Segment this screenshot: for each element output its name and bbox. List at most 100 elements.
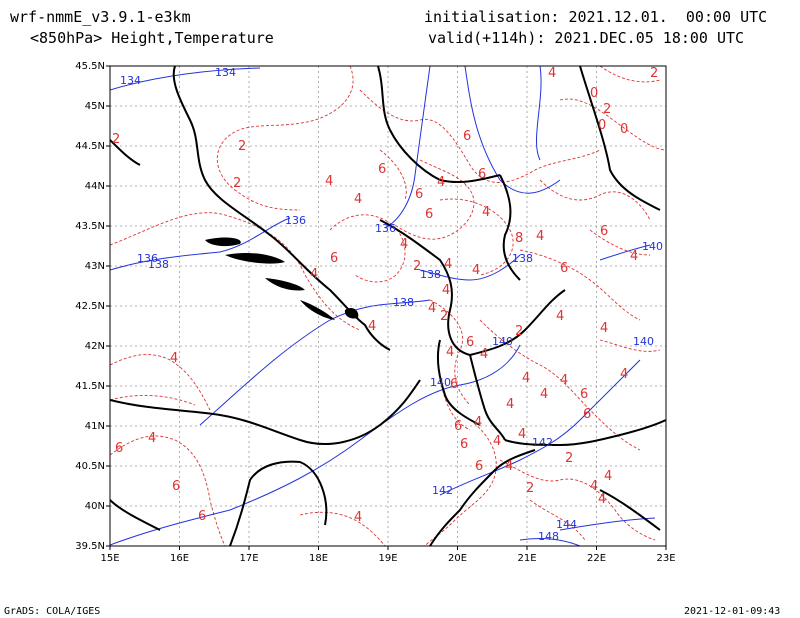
temperature-label: 6 — [198, 509, 206, 524]
temperature-label: 4 — [354, 192, 362, 207]
temperature-label: 2 — [515, 324, 523, 339]
height-label: 136 — [137, 252, 158, 265]
axis-tick-labels: 15E 16E 17E 18E 19E 20E 21E 22E 23E 45.5N 45N 44.5N… — [75, 61, 675, 564]
temperature-label: 0 — [598, 118, 606, 133]
temperature-label: 6 — [466, 335, 474, 350]
lon-tick-label: 21E — [517, 553, 536, 564]
temperature-label: 6 — [172, 479, 180, 494]
temperature-label: 4 — [474, 415, 482, 430]
lat-tick-label: 43N — [85, 261, 105, 272]
temperature-label: 4 — [556, 309, 564, 324]
lat-tick-label: 41N — [85, 421, 105, 432]
lat-tick-label: 45N — [85, 101, 105, 112]
lat-tick-label: 41.5N — [75, 381, 105, 392]
temperature-label: 8 — [515, 231, 523, 246]
temperature-label: 2 — [526, 481, 534, 496]
lat-tick-label: 44.5N — [75, 141, 105, 152]
lon-tick-label: 23E — [656, 553, 675, 564]
height-label: 138 — [512, 252, 533, 265]
height-label: 134 — [120, 74, 141, 87]
temperature-label: 4 — [590, 479, 598, 494]
lat-tick-label: 40N — [85, 501, 105, 512]
lat-tick-label: 40.5N — [75, 461, 105, 472]
lon-tick-label: 18E — [309, 553, 328, 564]
temperature-label: 4 — [505, 459, 513, 474]
lat-tick-label: 42N — [85, 341, 105, 352]
temperature-label: 6 — [378, 162, 386, 177]
temperature-label: 4 — [493, 434, 501, 449]
temperature-label: 4 — [325, 174, 333, 189]
temperature-label: 0 — [590, 86, 598, 101]
temperature-label: 6 — [560, 261, 568, 276]
lon-tick-label: 15E — [100, 553, 119, 564]
temperature-label: 4 — [522, 371, 530, 386]
height-label: 138 — [393, 296, 414, 309]
height-label: 148 — [538, 530, 559, 543]
height-label: 138 — [148, 258, 169, 271]
coastlines-borders — [110, 66, 666, 546]
temperature-label: 4 — [472, 263, 480, 278]
lon-tick-label: 20E — [448, 553, 467, 564]
temperature-label: 4 — [548, 66, 556, 81]
temperature-label: 4 — [368, 319, 376, 334]
height-contour-labels: 1341341361361361381381381381401401401421… — [120, 66, 663, 543]
temperature-label: 2 — [650, 66, 658, 81]
temperature-label: 4 — [446, 345, 454, 360]
islands — [205, 237, 359, 320]
lat-tick-label: 43.5N — [75, 221, 105, 232]
temperature-label: 6 — [478, 167, 486, 182]
temperature-label: 4 — [310, 267, 318, 282]
height-label: 136 — [375, 222, 396, 235]
temperature-label: 4 — [604, 469, 612, 484]
temperature-label: 4 — [480, 347, 488, 362]
height-label: 140 — [633, 335, 654, 348]
height-label: 144 — [556, 518, 577, 531]
footer-timestamp: 2021-12-01-09:43 — [684, 606, 781, 617]
lat-tick-label: 39.5N — [75, 541, 105, 552]
height-label: 140 — [492, 335, 513, 348]
height-label: 140 — [430, 376, 451, 389]
temperature-label: 4 — [518, 427, 526, 442]
height-label: 138 — [420, 268, 441, 281]
temperature-label: 4 — [630, 249, 638, 264]
temperature-label: 4 — [600, 321, 608, 336]
temperature-label: 2 — [440, 309, 448, 324]
height-label: 134 — [215, 66, 236, 79]
temperature-label: 4 — [170, 351, 178, 366]
lon-tick-label: 17E — [239, 553, 258, 564]
temperature-label: 4 — [437, 175, 445, 190]
init-time: initialisation: 2021.12.01. 00:00 UTC — [424, 8, 768, 26]
temperature-label: 2 — [233, 176, 241, 191]
temperature-label: 6 — [600, 224, 608, 239]
temperature-label: 4 — [540, 387, 548, 402]
temperature-label: 4 — [444, 257, 452, 272]
valid-time: valid(+114h): 2021.DEC.05 18:00 UTC — [428, 29, 745, 47]
temperature-label: 4 — [428, 301, 436, 316]
height-label: 140 — [642, 240, 663, 253]
height-label: 136 — [285, 214, 306, 227]
lon-tick-label: 16E — [170, 553, 189, 564]
temperature-label: 4 — [354, 510, 362, 525]
temperature-label: 6 — [463, 129, 471, 144]
lat-tick-label: 42.5N — [75, 301, 105, 312]
lat-lon-grid — [110, 66, 666, 546]
lat-tick-label: 44N — [85, 181, 105, 192]
temperature-label: 4 — [560, 373, 568, 388]
temperature-label: 6 — [460, 437, 468, 452]
temperature-label: 4 — [620, 367, 628, 382]
temperature-label: 4 — [442, 283, 450, 298]
temperature-label: 4 — [400, 237, 408, 252]
temperature-label: 2 — [238, 139, 246, 154]
lat-tick-label: 45.5N — [75, 61, 105, 72]
temperature-label: 4 — [482, 205, 490, 220]
lon-tick-label: 19E — [378, 553, 397, 564]
temperature-label: 2 — [603, 102, 611, 117]
temperature-label: 2 — [565, 451, 573, 466]
height-label: 142 — [532, 436, 553, 449]
temperature-label: 4 — [536, 229, 544, 244]
temperature-label: 2 — [112, 132, 120, 147]
footer-credit: GrADS: COLA/IGES — [4, 606, 101, 617]
lon-tick-label: 22E — [587, 553, 606, 564]
